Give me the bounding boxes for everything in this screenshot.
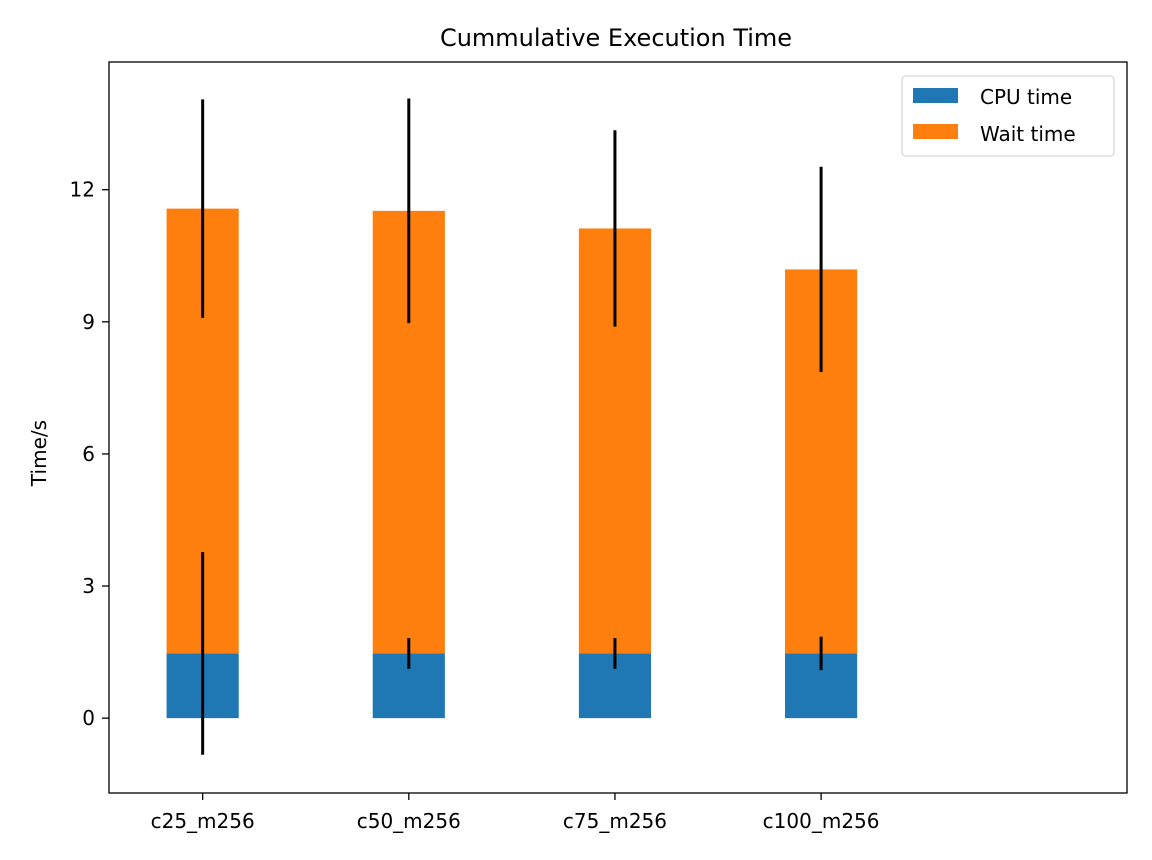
plot-area bbox=[166, 98, 858, 755]
y-tick-label-6: 6 bbox=[82, 442, 95, 466]
x-tick-label-c50_m256: c50_m256 bbox=[357, 809, 461, 833]
axes-frame bbox=[108, 61, 1128, 794]
y-axis-label: Time/s bbox=[27, 420, 51, 487]
y-tick-label-3: 3 bbox=[82, 574, 95, 598]
chart-title: Cummulative Execution Time bbox=[440, 24, 792, 52]
legend-label-cpu-time: CPU time bbox=[980, 85, 1072, 109]
axis-ticks: 0 3 6 9 12 c25_m256 c50_m256 c75_m256 c100_m256 bbox=[70, 178, 880, 833]
x-tick-label-c25_m256: c25_m256 bbox=[151, 809, 255, 833]
legend-label-wait-time: Wait time bbox=[980, 122, 1076, 146]
x-tick-label-c75_m256: c75_m256 bbox=[563, 809, 667, 833]
y-tick-label-12: 12 bbox=[70, 178, 95, 202]
legend: CPU time Wait time bbox=[901, 75, 1115, 157]
legend-swatch-wait-time bbox=[913, 124, 958, 139]
y-tick-label-9: 9 bbox=[82, 310, 95, 334]
y-tick-label-0: 0 bbox=[82, 706, 95, 730]
x-tick-label-c100_m256: c100_m256 bbox=[763, 809, 880, 833]
legend-swatch-cpu-time bbox=[913, 88, 958, 103]
